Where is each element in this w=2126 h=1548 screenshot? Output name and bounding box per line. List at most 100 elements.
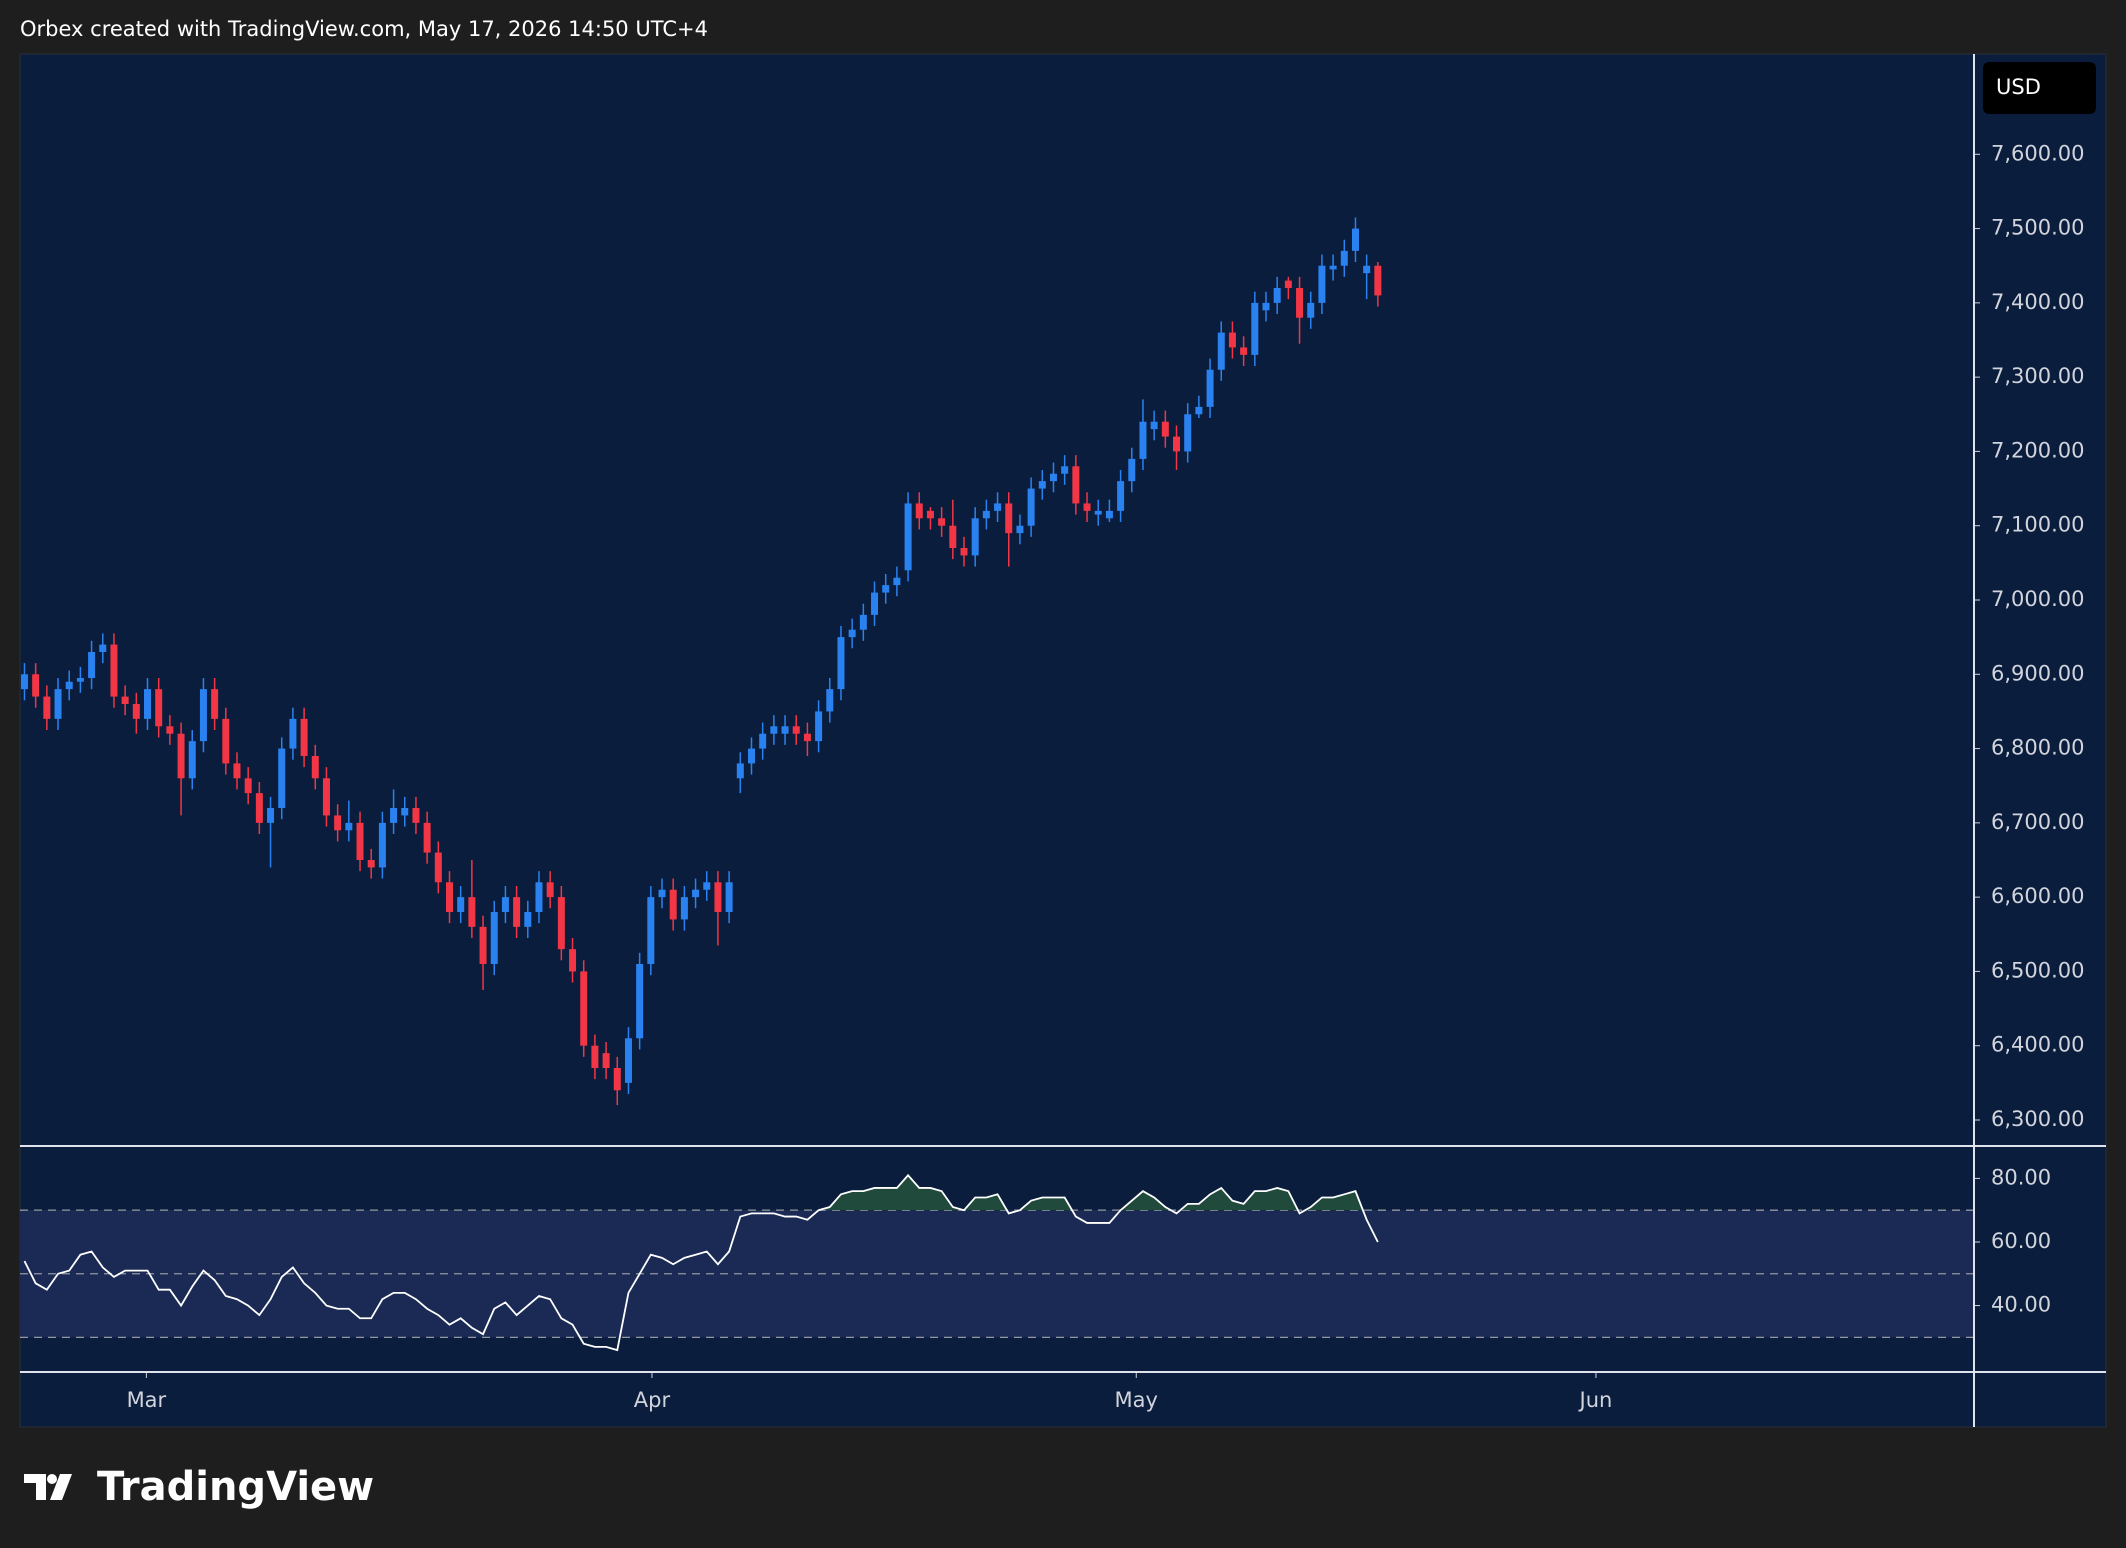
candle-body — [848, 629, 856, 638]
candle-body — [982, 510, 990, 519]
candle-body — [971, 518, 979, 556]
rsi-band — [20, 1210, 1974, 1338]
candle-body — [1094, 510, 1102, 515]
candle-body — [1307, 302, 1315, 318]
candle-body — [121, 696, 129, 704]
candle-body — [20, 674, 28, 690]
candle-body — [669, 889, 677, 920]
y-tick-label: 60.00 — [1991, 1229, 2051, 1253]
x-tick-label: May — [1115, 1388, 1158, 1412]
brand-name: TradingView — [97, 1464, 374, 1510]
candle-body — [680, 897, 688, 920]
overbought-fill — [818, 1175, 1363, 1211]
candle-body — [893, 577, 901, 586]
candle-body — [244, 778, 252, 794]
candle-body — [54, 689, 62, 719]
candle-body — [1340, 250, 1348, 266]
candle-body — [882, 585, 890, 593]
candle-body — [401, 808, 409, 816]
candle-body — [915, 503, 923, 519]
candle-body — [1072, 466, 1080, 504]
candle-body — [155, 689, 163, 727]
candle-body — [1038, 481, 1046, 489]
candle-body — [647, 897, 655, 964]
candle-body — [43, 696, 51, 719]
candle-body — [1061, 466, 1069, 474]
logo-dot — [47, 1474, 57, 1484]
candle-body — [815, 711, 823, 742]
header-text: Orbex created with TradingView.com, May … — [20, 17, 708, 41]
candle-body — [1117, 481, 1125, 511]
candle-body — [289, 718, 297, 749]
currency-box[interactable] — [1983, 62, 2096, 114]
candle-body — [871, 592, 879, 615]
y-tick-label: 6,700.00 — [1991, 810, 2085, 834]
candle-body — [367, 860, 375, 868]
candle-body — [569, 949, 577, 972]
candle-body — [624, 1038, 632, 1083]
candle-body — [1273, 288, 1281, 303]
candle-body — [926, 510, 934, 519]
candle-body — [1150, 421, 1158, 430]
candle-body — [1083, 503, 1091, 511]
candle-body — [759, 733, 767, 749]
y-tick-label: 6,500.00 — [1991, 958, 2085, 982]
candle-body — [636, 964, 644, 1039]
y-tick-label: 6,600.00 — [1991, 884, 2085, 908]
candle-body — [1206, 369, 1214, 407]
candle-body — [770, 726, 778, 734]
candle-body — [1228, 332, 1236, 348]
candle-body — [378, 822, 386, 868]
candle-body — [1005, 503, 1013, 534]
brand-logo: TradingView — [24, 1464, 374, 1510]
candle-body — [1296, 288, 1304, 318]
y-tick-label: 6,300.00 — [1991, 1107, 2085, 1131]
candle-body — [826, 689, 834, 712]
candle-body — [390, 808, 398, 823]
candle-body — [1262, 302, 1270, 311]
candle-body — [1329, 265, 1337, 270]
x-tick-label: Apr — [634, 1388, 671, 1412]
candle-body — [1049, 473, 1057, 482]
candle-body — [714, 882, 722, 912]
y-tick-label: 40.00 — [1991, 1293, 2051, 1317]
currency-label[interactable]: USD — [1996, 75, 2041, 99]
candle-body — [1173, 436, 1181, 452]
candle-body — [792, 726, 800, 734]
candle-body — [166, 726, 174, 734]
candle-body — [322, 778, 330, 816]
x-tick-label: Jun — [1578, 1388, 1613, 1412]
y-tick-label: 7,500.00 — [1991, 216, 2085, 240]
y-tick-label: 7,300.00 — [1991, 364, 2085, 388]
plot-area — [20, 1173, 1974, 1352]
y-tick-label: 7,400.00 — [1991, 290, 2085, 314]
rsi-line — [23, 1173, 1379, 1352]
candle-body — [457, 897, 465, 912]
candle-body — [1374, 265, 1382, 296]
y-tick-label: 7,600.00 — [1991, 141, 2085, 165]
candle-body — [1195, 406, 1203, 415]
candle-body — [1217, 332, 1225, 370]
candle-body — [1184, 414, 1192, 452]
candle-body — [434, 852, 442, 883]
y-tick-label: 6,400.00 — [1991, 1033, 2085, 1057]
candle-body — [199, 689, 207, 742]
candle-body — [490, 912, 498, 964]
candle-body — [994, 503, 1002, 511]
candle-body — [557, 897, 565, 950]
candle-body — [501, 897, 509, 912]
candle-body — [703, 882, 711, 890]
candle-body — [233, 763, 241, 779]
y-tick-label: 80.00 — [1991, 1165, 2051, 1189]
candle-body — [1284, 280, 1292, 288]
candle-body — [412, 808, 420, 823]
candle-body — [859, 614, 867, 630]
plot-area — [20, 217, 1382, 1106]
candle-body — [1105, 510, 1113, 519]
candle-body — [747, 748, 755, 764]
logo-icon — [24, 1474, 72, 1500]
candle-body — [1363, 265, 1371, 274]
candle-body — [1240, 347, 1248, 355]
